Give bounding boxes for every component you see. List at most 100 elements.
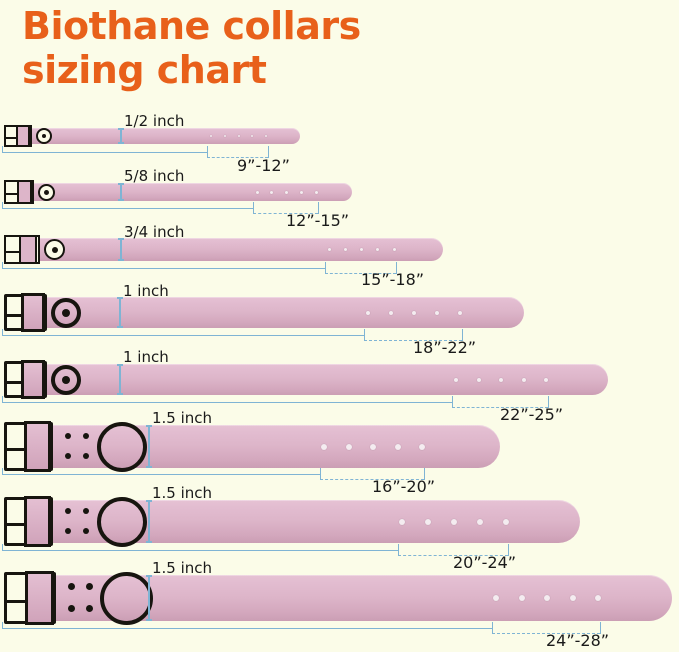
buckle-tongue: [21, 293, 46, 332]
punch-hole: [476, 377, 481, 382]
collar-strap: [14, 364, 608, 395]
width-label: 1 inch: [123, 282, 169, 300]
width-label: 1.5 inch: [152, 409, 213, 427]
range-label: 22”-25”: [500, 405, 564, 424]
buckle: [4, 125, 60, 147]
buckle: [4, 293, 144, 332]
range-tick-end: [396, 262, 397, 274]
punch-hole: [451, 518, 457, 525]
punch-hole: [343, 248, 347, 251]
punch-hole: [370, 443, 376, 450]
range-bracket: [253, 213, 318, 215]
buckle-frame-hbar: [7, 599, 28, 603]
punch-hole: [518, 595, 525, 601]
buckle-tongue: [24, 571, 54, 625]
d-ring: [38, 183, 55, 201]
rivet: [83, 432, 89, 439]
collar-strap: [10, 183, 352, 201]
width-measure-mark: [118, 183, 124, 201]
buckle-frame-hbar: [7, 381, 25, 384]
buckle-frame-hbar: [6, 137, 18, 139]
rivet: [65, 453, 71, 460]
buckle-tongue: [23, 421, 51, 472]
d-ring: [97, 496, 147, 547]
punch-hole: [419, 443, 425, 450]
range-tick-start: [364, 329, 365, 341]
d-ring-pin: [44, 189, 49, 195]
width-label: 1 inch: [123, 348, 169, 366]
range-tick-end: [462, 329, 463, 341]
range-tick-end: [318, 202, 319, 214]
punch-hole: [345, 443, 352, 450]
punch-hole: [366, 310, 370, 315]
range-label: 20”-24”: [453, 553, 517, 572]
d-ring: [44, 239, 65, 260]
range-bracket: [398, 555, 508, 557]
punch-hole: [394, 443, 401, 450]
range-label: 16”-20”: [372, 477, 436, 496]
punch-hole: [321, 443, 327, 450]
punch-hole: [299, 190, 303, 194]
punch-hole: [544, 595, 550, 601]
buckle-tongue: [23, 496, 51, 547]
range-label: 15”-18”: [361, 270, 425, 289]
buckle-tongue: [21, 360, 46, 399]
width-measure-mark: [146, 575, 152, 621]
buckle-tongue: [19, 235, 38, 264]
d-ring-pin: [62, 308, 70, 317]
buckle-frame-hbar: [6, 193, 19, 195]
buckle-frame-hbar: [7, 523, 27, 526]
d-ring: [100, 571, 153, 625]
buckle: [4, 496, 162, 547]
punch-hole: [392, 248, 396, 251]
title-line-1: Biothane collars: [22, 4, 361, 48]
buckle: [4, 360, 144, 399]
range-tick-start: [253, 202, 254, 214]
punch-hole: [569, 595, 576, 601]
width-measure-mark: [117, 364, 123, 395]
range-bracket: [452, 407, 548, 409]
punch-hole: [544, 377, 548, 382]
punch-hole: [360, 248, 363, 251]
punch-hole: [454, 377, 458, 382]
width-label: 1.5 inch: [152, 559, 213, 577]
rivet: [68, 604, 75, 612]
length-baseline: [2, 544, 398, 551]
buckle: [4, 180, 64, 204]
collar-strap: [14, 297, 524, 328]
collar-strap: [10, 128, 300, 144]
buckle-tongue: [15, 125, 30, 147]
d-ring-pin: [51, 246, 58, 253]
range-tick-end: [548, 396, 549, 408]
collar-strap: [14, 425, 500, 468]
range-label: 12”-15”: [286, 211, 350, 230]
width-measure-mark: [146, 425, 152, 468]
range-bracket: [492, 633, 600, 635]
length-baseline: [2, 396, 452, 403]
length-baseline: [2, 329, 364, 336]
range-bracket: [364, 340, 462, 342]
width-label: 3/4 inch: [124, 223, 185, 241]
buckle: [4, 235, 75, 264]
range-tick-start: [492, 622, 493, 634]
punch-hole: [376, 248, 380, 251]
punch-hole: [412, 310, 416, 315]
d-ring-pin: [62, 375, 70, 384]
rivet: [65, 528, 71, 535]
range-tick-end: [268, 146, 269, 158]
punch-hole: [237, 135, 240, 137]
length-baseline: [2, 202, 253, 209]
length-baseline: [2, 146, 207, 153]
width-measure-mark: [117, 297, 123, 328]
range-tick-start: [398, 544, 399, 556]
page-title: Biothane collars sizing chart: [22, 4, 462, 92]
range-tick-start: [320, 468, 321, 480]
range-tick-end: [508, 544, 509, 556]
punch-hole: [493, 595, 499, 601]
length-baseline: [2, 468, 320, 475]
